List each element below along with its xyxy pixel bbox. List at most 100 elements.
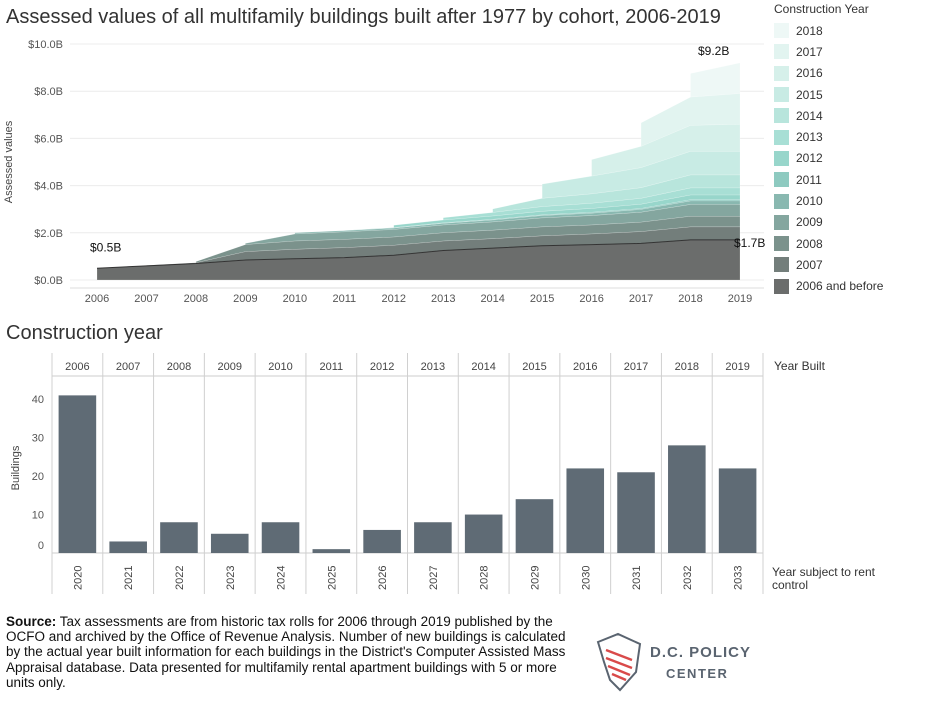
rent-control-year-tick: 2030 xyxy=(580,566,592,590)
rent-control-year-tick: 2031 xyxy=(631,566,643,590)
year-built-tick: 2013 xyxy=(421,361,445,373)
x-tick-label: 2014 xyxy=(480,293,504,305)
legend-swatch xyxy=(774,129,789,145)
year-built-tick: 2010 xyxy=(268,361,292,373)
rent-control-year-tick: 2023 xyxy=(225,566,237,590)
legend-swatch xyxy=(774,108,789,124)
year-built-tick: 2011 xyxy=(319,361,343,373)
stacked-area-chart: $0.0B $2.0B $4.0B $6.0B $8.0B $10.0B Assessed … xyxy=(3,39,765,305)
legend-item: 2009 xyxy=(774,212,934,233)
x-tick-label: 2016 xyxy=(579,293,603,305)
legend-item: 2011 xyxy=(774,169,934,190)
legend-swatch xyxy=(774,44,789,60)
x-tick-label: 2010 xyxy=(283,293,307,305)
year-built-tick: 2018 xyxy=(675,361,699,373)
rent-control-year-tick: 2033 xyxy=(733,566,745,590)
x-tick-label: 2013 xyxy=(431,293,455,305)
x-tick-label: 2008 xyxy=(184,293,208,305)
bar-2006 xyxy=(58,395,97,553)
legend-label: 2011 xyxy=(796,172,822,187)
y-axis-label: Buildings xyxy=(10,445,22,490)
x-tick-label: 2009 xyxy=(233,293,257,305)
dc-policy-center-logo: D.C. POLICY CENTER xyxy=(590,632,770,696)
legend-item: 2015 xyxy=(774,84,934,105)
legend-swatch xyxy=(774,257,789,273)
bar-2011 xyxy=(312,549,351,553)
legend-label: 2017 xyxy=(796,44,823,59)
start-value-label: $0.5B xyxy=(90,241,121,255)
logo-line2: CENTER xyxy=(666,666,729,681)
year-built-tick: 2009 xyxy=(218,361,242,373)
y-tick-label: $2.0B xyxy=(34,228,63,240)
x-tick-label: 2017 xyxy=(629,293,653,305)
legend-label: 2018 xyxy=(796,23,823,38)
source-text: Tax assessments are from historic tax ro… xyxy=(6,614,566,690)
bar-2013 xyxy=(414,522,452,553)
x-tick-label: 2018 xyxy=(678,293,702,305)
legend-label: 2012 xyxy=(796,151,823,166)
bar-2014 xyxy=(464,514,503,553)
legend-item: 2007 xyxy=(774,254,934,275)
x-tick-label: 2006 xyxy=(85,293,109,305)
legend-item: 2010 xyxy=(774,190,934,211)
legend-label: 2008 xyxy=(796,236,823,251)
y-tick-label: $10.0B xyxy=(28,39,63,51)
legend-title: Construction Year xyxy=(774,2,869,16)
bar-2007 xyxy=(109,541,147,553)
bar-2015 xyxy=(515,499,554,553)
legend-item: 2008 xyxy=(774,233,934,254)
capitol-map-icon xyxy=(596,632,642,692)
rent-control-year-tick: 2020 xyxy=(72,566,84,590)
rent-control-year-tick: 2021 xyxy=(123,566,135,590)
bar-2016 xyxy=(566,468,605,553)
legend-item: 2018 xyxy=(774,20,934,41)
legend-label: 2007 xyxy=(796,257,823,272)
bar-2019 xyxy=(718,468,757,553)
legend-item: 2014 xyxy=(774,105,934,126)
y-tick-label: 20 xyxy=(32,471,44,483)
bottom-chart-title: Construction year xyxy=(6,322,163,344)
bar-chart: 010203040Buildings2006202020072021200820… xyxy=(10,353,764,594)
end-total-label: $9.2B xyxy=(698,44,729,58)
x-tick-label: 2012 xyxy=(382,293,406,305)
legend-label: 2013 xyxy=(796,130,823,145)
y-tick-label: $4.0B xyxy=(34,181,63,193)
year-built-tick: 2017 xyxy=(624,361,648,373)
y-tick-label: 40 xyxy=(32,394,44,406)
x-tick-label: 2011 xyxy=(332,293,356,305)
rent-control-year-tick: 2025 xyxy=(326,566,338,590)
rent-control-year-tick: 2026 xyxy=(377,566,389,590)
source-label: Source: xyxy=(6,614,57,629)
legend-label: 2010 xyxy=(796,194,823,209)
legend-label: 2014 xyxy=(796,108,823,123)
x-tick-label: 2007 xyxy=(134,293,158,305)
legend-swatch xyxy=(774,214,789,230)
legend-item: 2012 xyxy=(774,148,934,169)
y-tick-label: 30 xyxy=(32,433,44,445)
year-built-tick: 2008 xyxy=(167,361,191,373)
bar-2018 xyxy=(668,445,706,553)
x-tick-label: 2019 xyxy=(728,293,752,305)
year-built-tick: 2016 xyxy=(573,361,597,373)
y-axis-label: Assessed values xyxy=(3,120,15,203)
legend-swatch xyxy=(774,236,789,252)
y-tick-label: $0.0B xyxy=(34,275,63,287)
legend-item: 2013 xyxy=(774,126,934,147)
base-series-line xyxy=(96,239,740,269)
area-series-2018 xyxy=(690,62,741,98)
legend-label: 2009 xyxy=(796,215,823,230)
legend-swatch xyxy=(774,87,789,103)
legend-item: 2016 xyxy=(774,63,934,84)
bar-2009 xyxy=(210,533,249,553)
y-tick-label: $6.0B xyxy=(34,133,63,145)
logo-line1: D.C. POLICY xyxy=(650,644,752,661)
year-built-tick: 2014 xyxy=(471,361,495,373)
legend-swatch xyxy=(774,150,789,166)
legend-swatch xyxy=(774,193,789,209)
year-built-tick: 2006 xyxy=(65,361,89,373)
bar-2012 xyxy=(363,529,401,553)
y-tick-label: 10 xyxy=(32,510,44,522)
bar-2017 xyxy=(617,472,655,553)
bar-2010 xyxy=(261,522,300,553)
rent-control-year-tick: 2029 xyxy=(529,566,541,590)
